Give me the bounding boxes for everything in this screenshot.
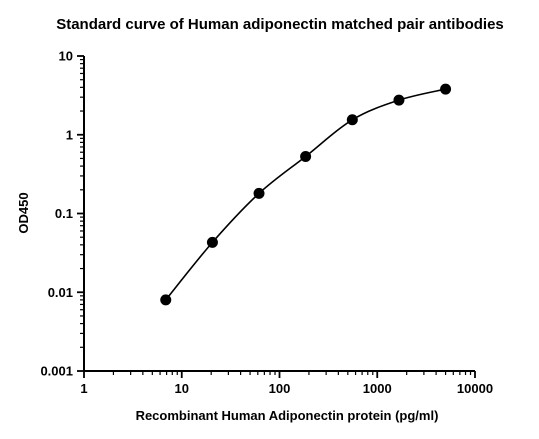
x-tick-label: 1000 [363, 381, 392, 396]
data-point [160, 294, 172, 306]
data-point [206, 236, 218, 248]
x-tick-label: 1 [80, 381, 87, 396]
data-point [253, 187, 265, 199]
y-tick-label: 10 [59, 49, 73, 64]
data-point [346, 114, 358, 126]
x-axis-label: Recombinant Human Adiponectin protein (p… [136, 408, 439, 423]
fitted-curve-group [165, 88, 446, 301]
data-point [393, 94, 405, 106]
x-tick-label: 100 [269, 381, 291, 396]
y-axis: 0.001 0.01 0.1 1 10 [40, 49, 85, 379]
x-tick-label: 10 [175, 381, 189, 396]
y-axis-label: OD450 [16, 192, 31, 233]
data-point [440, 83, 452, 95]
y-tick-label: 0.01 [48, 285, 73, 300]
y-tick-label: 0.1 [55, 206, 73, 221]
chart-title: Standard curve of Human adiponectin matc… [56, 16, 504, 33]
fitted-curve [165, 88, 446, 301]
x-tick-label: 10000 [457, 381, 493, 396]
data-point [300, 150, 312, 162]
data-points [160, 83, 452, 306]
y-tick-label: 0.001 [40, 364, 73, 379]
x-axis: 1 10 100 1000 10000 [80, 370, 493, 396]
y-tick-label: 1 [66, 127, 73, 142]
